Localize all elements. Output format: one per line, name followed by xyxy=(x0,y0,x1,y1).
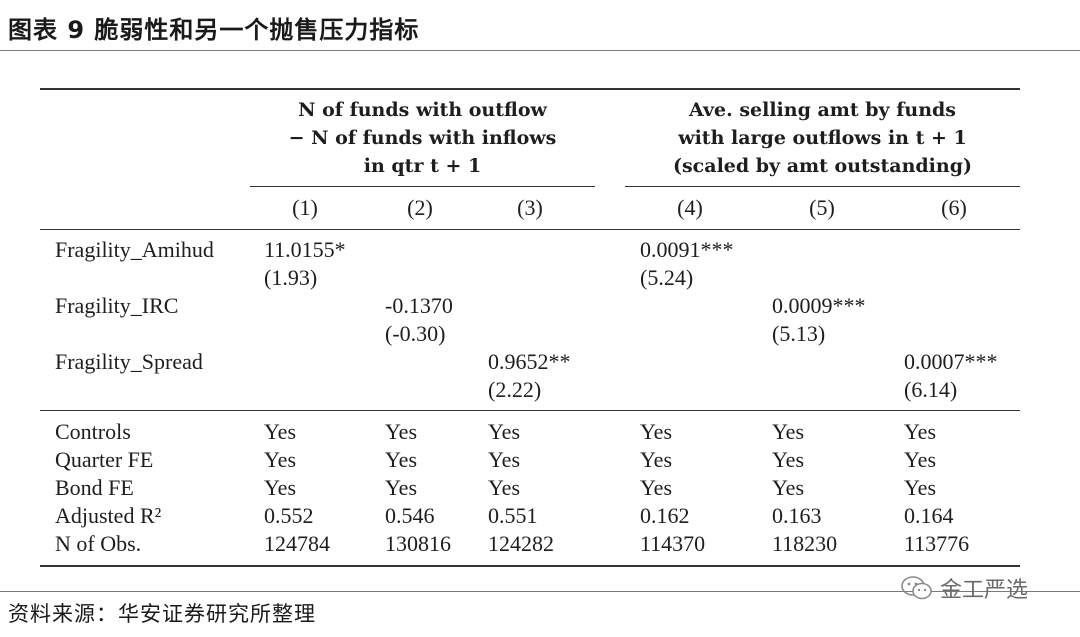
header-group-left: N of funds with outflow − N of funds wit… xyxy=(250,96,595,180)
cell-value: Yes xyxy=(385,419,418,444)
column-number-4: (4) xyxy=(677,195,703,220)
cell-value: Yes xyxy=(772,475,805,500)
cell-value: 124784 xyxy=(264,531,330,556)
title-divider xyxy=(0,50,1080,51)
cell-value: Yes xyxy=(385,475,418,500)
column-number-1: (1) xyxy=(292,195,318,220)
cell-value: Yes xyxy=(488,475,521,500)
regression-table: N of funds with outflow − N of funds wit… xyxy=(40,88,1020,568)
header-right-line3: (scaled by amt outstanding) xyxy=(673,155,972,177)
cell-value: 113776 xyxy=(904,531,970,556)
t-stat: (2.22) xyxy=(488,377,542,402)
t-stat: (6.14) xyxy=(904,377,958,402)
watermark: 金工严选 xyxy=(900,572,1028,604)
column-number-2: (2) xyxy=(407,195,433,220)
header-bottom-rule xyxy=(40,229,1020,230)
coef-value: 0.9652** xyxy=(488,349,571,374)
row-label-fragility-spread: Fragility_Spread xyxy=(55,349,203,374)
coef-value: 0.0007*** xyxy=(904,349,998,374)
cell-value: Yes xyxy=(772,447,805,472)
source-divider xyxy=(0,591,1080,592)
header-left-line2: − N of funds with inflows xyxy=(288,127,557,149)
cell-value: 118230 xyxy=(772,531,838,556)
column-number-3: (3) xyxy=(517,195,543,220)
cell-value: Yes xyxy=(640,447,673,472)
cell-value: Yes xyxy=(904,419,937,444)
table-top-rule xyxy=(40,88,1020,90)
cell-value: 0.546 xyxy=(385,503,435,528)
t-stat: (1.93) xyxy=(264,265,318,290)
cell-value: Yes xyxy=(264,419,297,444)
cell-value: 114370 xyxy=(640,531,706,556)
cell-value: Yes xyxy=(264,475,297,500)
coef-value: 11.0155* xyxy=(264,237,346,262)
cell-value: 0.162 xyxy=(640,503,690,528)
cell-value: Yes xyxy=(640,475,673,500)
cell-value: Yes xyxy=(385,447,418,472)
cell-value: Yes xyxy=(264,447,297,472)
row-label-quarter-fe: Quarter FE xyxy=(55,447,154,472)
cell-value: Yes xyxy=(772,419,805,444)
row-label-bond-fe: Bond FE xyxy=(55,475,134,500)
cell-value: Yes xyxy=(904,447,937,472)
column-number-6: (6) xyxy=(941,195,967,220)
header-right-underline xyxy=(625,186,1020,187)
coef-value: 0.0009*** xyxy=(772,293,866,318)
t-stat: (5.24) xyxy=(640,265,694,290)
cell-value: 0.551 xyxy=(488,503,538,528)
header-left-line3: in qtr t + 1 xyxy=(363,155,482,177)
wechat-icon xyxy=(900,575,934,601)
cell-value: 0.163 xyxy=(772,503,822,528)
cell-value: Yes xyxy=(640,419,673,444)
cell-value: 124282 xyxy=(488,531,554,556)
coef-bottom-rule xyxy=(40,410,1020,411)
t-stat: (-0.30) xyxy=(385,321,446,346)
header-group-right: Ave. selling amt by funds with large out… xyxy=(625,96,1020,180)
t-stat: (5.13) xyxy=(772,321,826,346)
header-left-underline xyxy=(250,186,595,187)
row-label-fragility-irc: Fragility_IRC xyxy=(55,293,179,318)
row-label-adjusted-r2: Adjusted R² xyxy=(55,503,162,528)
cell-value: 130816 xyxy=(385,531,451,556)
column-number-5: (5) xyxy=(809,195,835,220)
header-left-line1: N of funds with outflow xyxy=(298,99,547,121)
table-bottom-rule xyxy=(40,565,1020,567)
cell-value: 0.164 xyxy=(904,503,954,528)
cell-value: 0.552 xyxy=(264,503,314,528)
coef-value: -0.1370 xyxy=(385,293,453,318)
figure-title: 图表 9 脆弱性和另一个抛售压力指标 xyxy=(8,16,420,44)
header-right-line1: Ave. selling amt by funds xyxy=(688,99,956,121)
row-label-fragility-amihud: Fragility_Amihud xyxy=(55,237,214,262)
header-right-line2: with large outflows in t + 1 xyxy=(678,127,967,149)
cell-value: Yes xyxy=(488,419,521,444)
row-label-n-obs: N of Obs. xyxy=(55,531,142,556)
coef-value: 0.0091*** xyxy=(640,237,734,262)
source-note: 资料来源：华安证券研究所整理 xyxy=(8,602,316,626)
cell-value: Yes xyxy=(488,447,521,472)
row-label-controls: Controls xyxy=(55,419,131,444)
watermark-text: 金工严选 xyxy=(940,578,1029,603)
cell-value: Yes xyxy=(904,475,937,500)
